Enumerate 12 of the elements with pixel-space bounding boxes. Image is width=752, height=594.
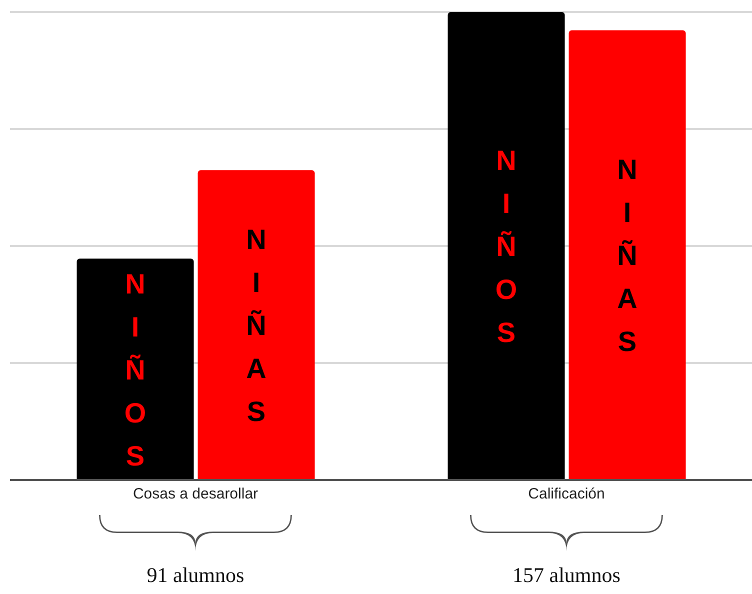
bar	[448, 12, 565, 480]
series-label: NIÑOS	[124, 268, 146, 472]
text: 157 alumnos	[512, 563, 622, 588]
x-tick-label: Cosas a desarollar	[132, 486, 258, 503]
series-label: NIÑAS	[246, 224, 266, 428]
text: 91 alumnos	[146, 563, 246, 588]
text: NIÑAS	[617, 154, 638, 358]
text: NIÑOS	[495, 145, 518, 348]
bar	[198, 170, 315, 480]
x-tick-label: Calificación	[528, 486, 605, 503]
bar	[568, 30, 686, 480]
bar	[76, 258, 194, 480]
